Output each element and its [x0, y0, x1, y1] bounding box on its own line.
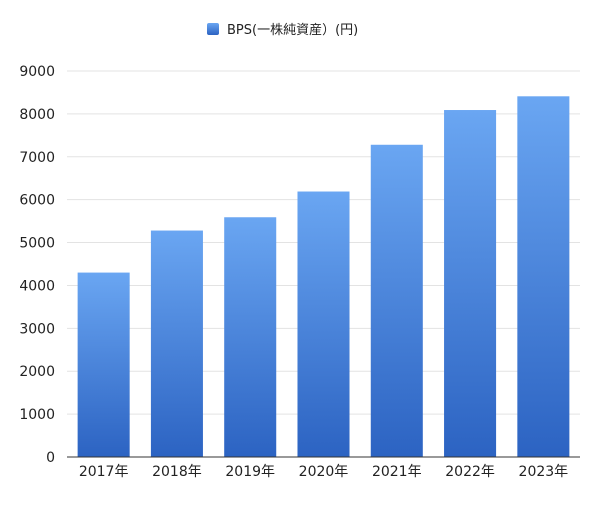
y-tick-label: 9000: [19, 64, 55, 80]
legend: BPS(一株純資産）(円): [207, 22, 358, 38]
x-tick-label: 2019年: [225, 464, 275, 480]
y-tick-label: 1000: [19, 407, 55, 423]
bar: [444, 110, 497, 457]
bar: [150, 230, 203, 457]
y-tick-label: 6000: [19, 193, 55, 209]
legend-label: BPS(一株純資産）(円): [227, 22, 358, 38]
bar: [297, 191, 350, 458]
bar: [370, 144, 423, 457]
y-tick-label: 2000: [19, 364, 55, 380]
y-tick-label: 3000: [19, 321, 55, 337]
y-tick-label: 5000: [19, 236, 55, 252]
x-tick-label: 2021年: [372, 464, 422, 480]
x-tick-label: 2018年: [152, 464, 202, 480]
x-tick-label: 2022年: [445, 464, 495, 480]
x-tick-label: 2020年: [299, 464, 349, 480]
x-tick-label: 2023年: [519, 464, 569, 480]
y-tick-label: 8000: [19, 107, 55, 123]
y-tick-label: 7000: [19, 150, 55, 166]
x-axis-ticks: 2017年 2018年 2019年 2020年 2021年 2022年 2023年: [79, 464, 568, 480]
y-tick-label: 0: [46, 450, 55, 466]
bar: [224, 217, 277, 457]
y-axis-ticks: 0 1000 2000 3000 4000 5000 6000 7000 8000 9000: [19, 64, 55, 466]
x-tick-label: 2017年: [79, 464, 129, 480]
bars: [77, 96, 570, 458]
bar: [77, 272, 130, 457]
bar: [517, 96, 570, 457]
legend-swatch: [207, 23, 219, 35]
y-tick-label: 4000: [19, 278, 55, 294]
